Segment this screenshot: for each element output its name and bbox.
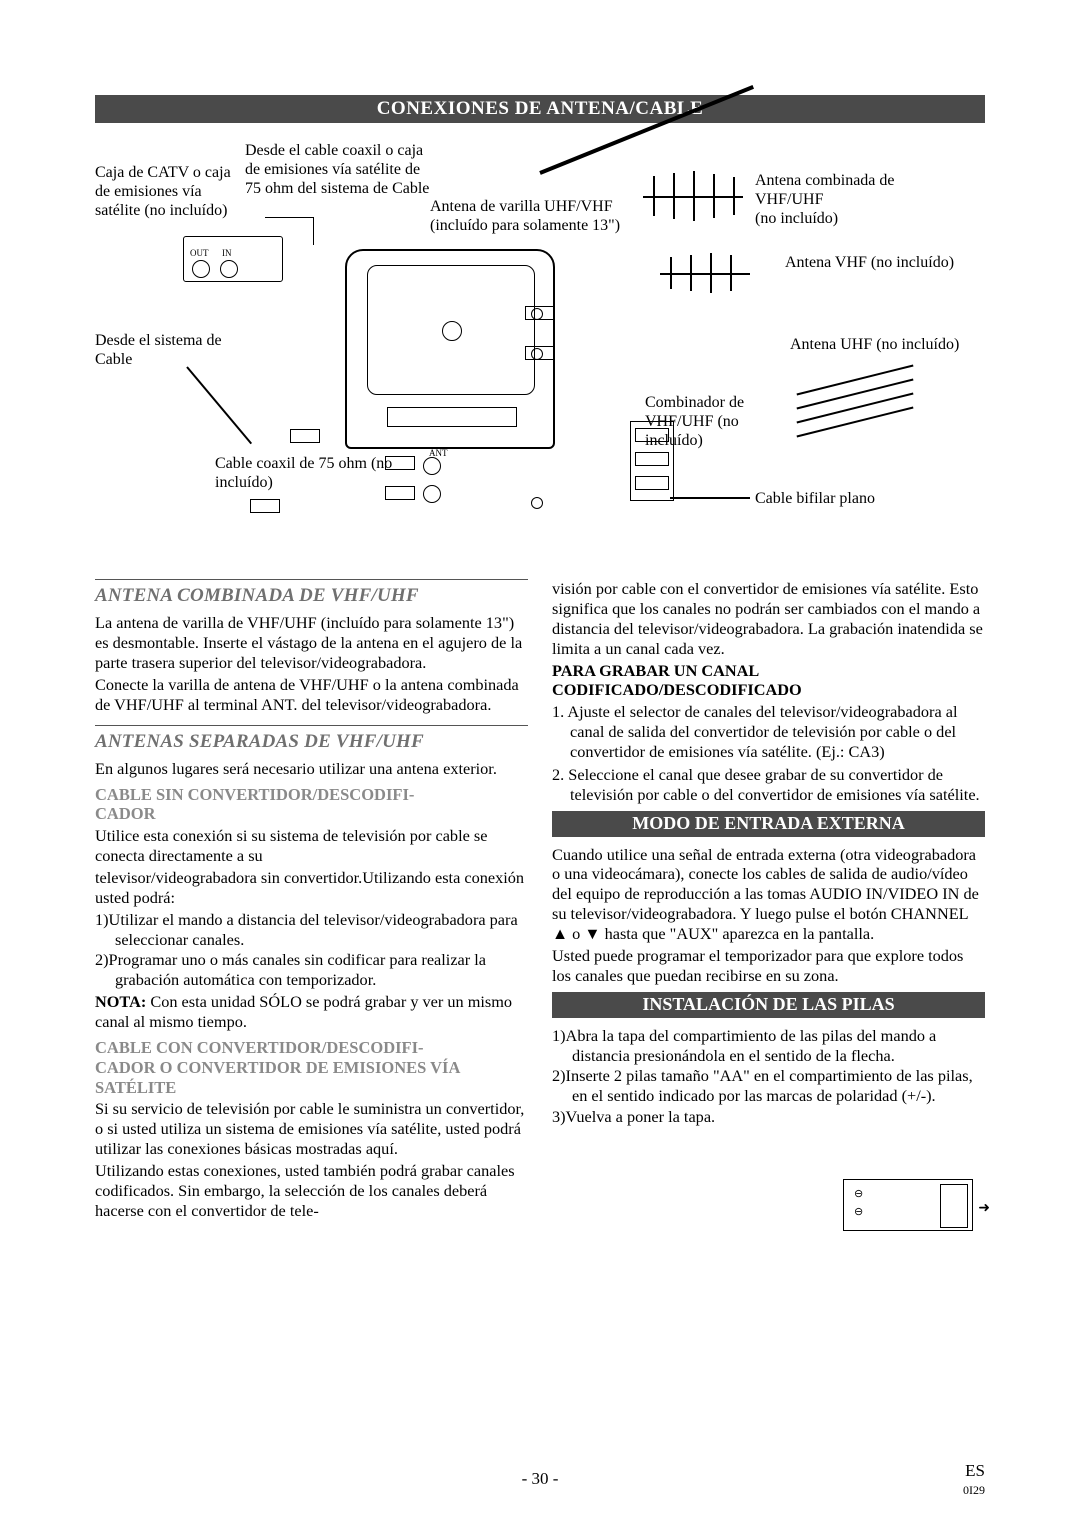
- arrow-icon: ➜: [978, 1200, 990, 1217]
- para-no-conv-1: Utilice esta conexión si su sistema de t…: [95, 826, 528, 866]
- nota-line: NOTA: Con esta unidad SÓLO se podrá grab…: [95, 992, 528, 1032]
- heading-combined-antenna: ANTENA COMBINADA DE VHF/UHF: [95, 579, 528, 607]
- label-from-cable: Desde el sistema de Cable: [95, 331, 245, 369]
- list-item-1: 1)Utilizar el mando a distancia del tele…: [95, 910, 528, 950]
- tv-screen: [367, 265, 535, 395]
- in-label: IN: [222, 248, 232, 259]
- para-no-conv-2: televisor/videograbadora sin convertidor…: [95, 868, 528, 908]
- heading-separate-antennas: ANTENAS SEPARADAS DE VHF/UHF: [95, 725, 528, 753]
- subhead-no-converter-b: CADOR: [95, 804, 156, 823]
- battery-polarity-b: ⊖: [854, 1206, 863, 1219]
- flat-cable-icon: [670, 497, 750, 499]
- nota-text: Con esta unidad SÓLO se podrá grabar y v…: [95, 992, 512, 1031]
- record-step-1: 1. Ajuste el selector de canales del tel…: [552, 702, 985, 762]
- ant-port-2: [423, 485, 441, 503]
- plug-1: [385, 456, 415, 470]
- label-combined-antenna: Antena combinada de VHF/UHF (no incluído…: [755, 171, 965, 229]
- para-external-1: Cuando utilice una señal de entrada exte…: [552, 845, 985, 944]
- out-label: OUT: [190, 248, 209, 259]
- para-separate-intro: En algunos lugares será necesario utiliz…: [95, 759, 528, 779]
- battery-latch: [940, 1184, 968, 1228]
- ant-port-1: [423, 457, 441, 475]
- bold-record-b: CODIFICADO/DESCODIFICADO: [552, 680, 802, 699]
- combined-antenna-icon: [643, 171, 743, 221]
- label-vhf-antenna: Antena VHF (no incluído): [785, 253, 965, 272]
- bar-external-input: MODO DE ENTRADA EXTERNA: [552, 811, 985, 837]
- jack-1: [531, 308, 543, 320]
- connection-diagram: Desde el cable coaxil o caja de emisione…: [95, 141, 985, 571]
- bold-record-a: PARA GRABAR UN CANAL: [552, 661, 759, 680]
- battery-polarity-a: ⊖: [854, 1188, 863, 1201]
- right-column: visión por cable con el convertidor de e…: [552, 579, 985, 1223]
- lead-line: [313, 217, 314, 245]
- nota-label: NOTA:: [95, 992, 146, 1011]
- page-title-bar: CONEXIONES DE ANTENA/CABLE: [95, 95, 985, 123]
- label-combined-antenna-b: (no incluído): [755, 210, 838, 227]
- catv-in-port: [220, 260, 238, 278]
- list-battery: 1)Abra la tapa del compartimiento de las…: [552, 1026, 985, 1127]
- para-continuation: visión por cable con el convertidor de e…: [552, 579, 985, 659]
- para-combined-2: Conecte la varilla de antena de VHF/UHF …: [95, 675, 528, 715]
- tv-vcr-slot: [387, 407, 517, 427]
- list-item-2: 2)Programar uno o más canales sin codifi…: [95, 950, 528, 990]
- bar-battery-install: INSTALACIÓN DE LAS PILAS: [552, 992, 985, 1018]
- label-rod-antenna: Antena de varilla UHF/VHF (incluído para…: [430, 197, 670, 235]
- catv-out-port: [192, 260, 210, 278]
- battery-compartment-icon: ➜ ⊖ ⊖: [843, 1179, 973, 1231]
- catv-box-icon: OUT IN: [183, 236, 283, 282]
- content-columns: ANTENA COMBINADA DE VHF/UHF La antena de…: [95, 579, 985, 1223]
- para-with-conv-2: Utilizando estas conexiones, usted tambi…: [95, 1161, 528, 1221]
- uhf-antenna-icon: [795, 379, 915, 431]
- subhead-no-converter-a: CABLE SIN CONVERTIDOR/DESCODIFI-: [95, 785, 414, 804]
- plug-2: [385, 486, 415, 500]
- combiner-icon: [630, 421, 674, 501]
- label-combined-antenna-a: Antena combinada de VHF/UHF: [755, 172, 895, 208]
- para-with-conv-1: Si su servicio de televisión por cable l…: [95, 1099, 528, 1159]
- battery-step-2: 2)Inserte 2 pilas tamaño "AA" en el comp…: [552, 1066, 985, 1106]
- label-coax-source: Desde el cable coaxil o caja de emisione…: [245, 141, 435, 199]
- jack-2: [531, 348, 543, 360]
- record-step-2: 2. Seleccione el canal que desee grabar …: [552, 765, 985, 805]
- subhead-with-converter-a: CABLE CON CONVERTIDOR/DESCODIFI-: [95, 1038, 424, 1057]
- footer-code: ES 0I29: [963, 1462, 985, 1499]
- plug-4: [250, 499, 280, 513]
- subhead-with-converter-b: CADOR O CONVERTIDOR DE EMISIONES VÍA SAT…: [95, 1058, 459, 1097]
- footer-es: ES: [965, 1461, 985, 1480]
- page-number: - 30 -: [0, 1469, 1080, 1489]
- bold-record-heading: PARA GRABAR UN CANAL CODIFICADO/DESCODIF…: [552, 661, 985, 701]
- jack-3: [531, 497, 543, 509]
- lead-line-2: [265, 217, 313, 218]
- subhead-with-converter: CABLE CON CONVERTIDOR/DESCODIFI- CADOR O…: [95, 1038, 528, 1097]
- label-uhf-antenna: Antena UHF (no incluído): [790, 335, 970, 354]
- list-record: 1. Ajuste el selector de canales del tel…: [552, 702, 985, 804]
- subhead-no-converter: CABLE SIN CONVERTIDOR/DESCODIFI- CADOR: [95, 785, 528, 825]
- para-combined-1: La antena de varilla de VHF/UHF (incluíd…: [95, 613, 528, 673]
- vhf-antenna-icon: [660, 253, 750, 293]
- label-catv-box: Caja de CATV o caja de emisiones vía sat…: [95, 163, 240, 221]
- battery-step-1: 1)Abra la tapa del compartimiento de las…: [552, 1026, 985, 1066]
- left-column: ANTENA COMBINADA DE VHF/UHF La antena de…: [95, 579, 528, 1223]
- plug-3: [290, 429, 320, 443]
- list-no-conv: 1)Utilizar el mando a distancia del tele…: [95, 910, 528, 991]
- para-external-2: Usted puede programar el temporizador pa…: [552, 946, 985, 986]
- battery-step-3: 3)Vuelva a poner la tapa.: [552, 1107, 985, 1127]
- cable-wire-1: [186, 366, 252, 444]
- footer-code-num: 0I29: [963, 1483, 985, 1497]
- tv-icon: [345, 249, 555, 449]
- label-flat-cable: Cable bifilar plano: [755, 489, 955, 508]
